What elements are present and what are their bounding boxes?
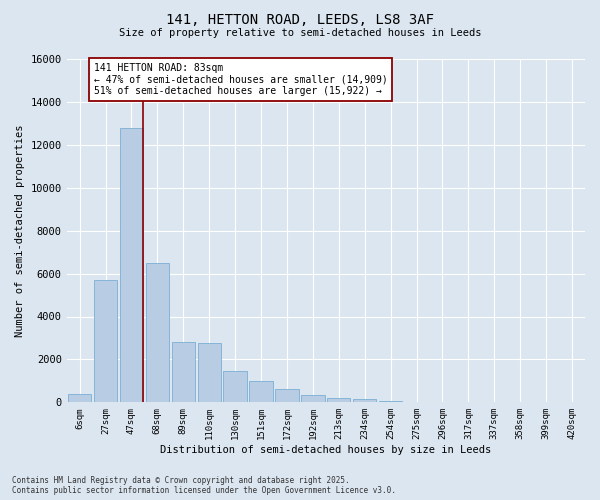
- Bar: [197, 344, 221, 402]
- Bar: [68, 394, 91, 402]
- Bar: [146, 263, 169, 402]
- Bar: [353, 399, 376, 402]
- Bar: [275, 390, 299, 402]
- Bar: [172, 342, 195, 402]
- Bar: [327, 398, 350, 402]
- Bar: [250, 381, 273, 402]
- Text: Contains HM Land Registry data © Crown copyright and database right 2025.
Contai: Contains HM Land Registry data © Crown c…: [12, 476, 396, 495]
- Bar: [223, 371, 247, 402]
- Bar: [301, 395, 325, 402]
- Y-axis label: Number of semi-detached properties: Number of semi-detached properties: [15, 124, 25, 337]
- Text: Size of property relative to semi-detached houses in Leeds: Size of property relative to semi-detach…: [119, 28, 481, 38]
- Text: 141 HETTON ROAD: 83sqm
← 47% of semi-detached houses are smaller (14,909)
51% of: 141 HETTON ROAD: 83sqm ← 47% of semi-det…: [94, 64, 388, 96]
- Text: 141, HETTON ROAD, LEEDS, LS8 3AF: 141, HETTON ROAD, LEEDS, LS8 3AF: [166, 12, 434, 26]
- Bar: [379, 401, 402, 402]
- Bar: [94, 280, 117, 402]
- Bar: [120, 128, 143, 402]
- X-axis label: Distribution of semi-detached houses by size in Leeds: Distribution of semi-detached houses by …: [160, 445, 491, 455]
